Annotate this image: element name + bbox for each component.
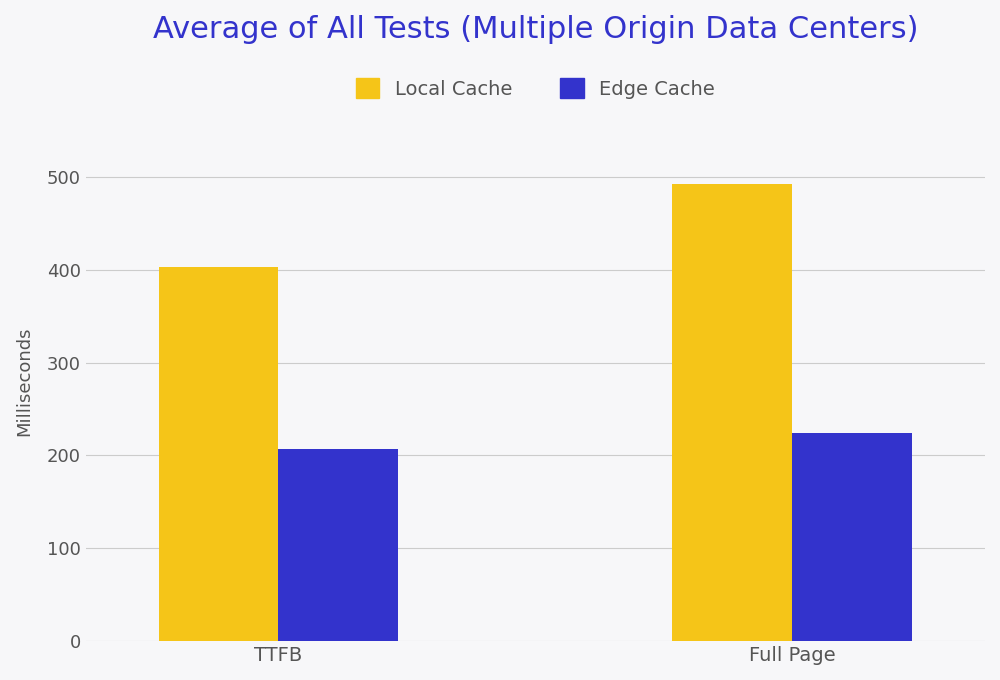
Bar xyxy=(672,184,792,641)
Bar xyxy=(159,267,278,641)
Y-axis label: Milliseconds: Milliseconds xyxy=(15,326,33,436)
Bar xyxy=(278,449,398,641)
Legend: Local Cache, Edge Cache: Local Cache, Edge Cache xyxy=(346,69,725,109)
Title: Average of All Tests (Multiple Origin Data Centers): Average of All Tests (Multiple Origin Da… xyxy=(153,15,918,44)
Bar xyxy=(792,433,912,641)
